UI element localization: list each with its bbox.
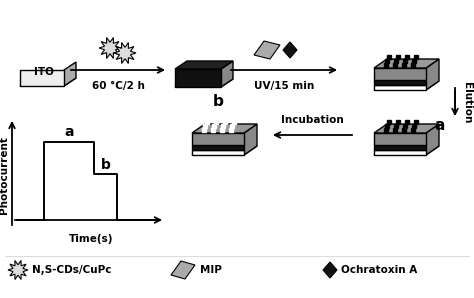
Text: b: b xyxy=(100,158,110,172)
Polygon shape xyxy=(192,133,244,145)
Polygon shape xyxy=(175,69,221,87)
Polygon shape xyxy=(283,42,297,58)
Polygon shape xyxy=(426,124,439,155)
Polygon shape xyxy=(192,124,257,133)
Text: MIP: MIP xyxy=(200,265,222,275)
Polygon shape xyxy=(254,41,280,59)
Polygon shape xyxy=(171,261,195,279)
Polygon shape xyxy=(374,85,426,90)
Polygon shape xyxy=(221,61,233,87)
Polygon shape xyxy=(374,68,426,80)
Polygon shape xyxy=(192,150,244,155)
Text: a: a xyxy=(64,125,74,139)
Polygon shape xyxy=(374,59,439,68)
Polygon shape xyxy=(114,43,136,63)
Polygon shape xyxy=(374,150,426,155)
Polygon shape xyxy=(426,59,439,90)
Polygon shape xyxy=(192,145,244,150)
Polygon shape xyxy=(374,80,426,85)
Text: b: b xyxy=(212,94,223,109)
Text: Incubation: Incubation xyxy=(281,115,343,125)
Polygon shape xyxy=(99,38,121,58)
Polygon shape xyxy=(8,260,28,280)
Polygon shape xyxy=(323,262,337,278)
Text: Time(s): Time(s) xyxy=(69,234,113,244)
Polygon shape xyxy=(374,124,439,133)
Polygon shape xyxy=(20,70,64,86)
Polygon shape xyxy=(374,145,426,150)
Text: Elution: Elution xyxy=(462,82,472,123)
Polygon shape xyxy=(374,133,426,145)
Polygon shape xyxy=(192,146,257,155)
Polygon shape xyxy=(64,62,76,86)
Polygon shape xyxy=(175,79,233,87)
Polygon shape xyxy=(175,61,233,69)
Polygon shape xyxy=(374,146,439,155)
Text: Ochratoxin A: Ochratoxin A xyxy=(341,265,417,275)
Text: a: a xyxy=(435,117,445,133)
Text: Photocurrent: Photocurrent xyxy=(0,136,9,215)
Polygon shape xyxy=(374,81,439,90)
Polygon shape xyxy=(244,124,257,155)
Text: N,S-CDs/CuPc: N,S-CDs/CuPc xyxy=(32,265,111,275)
Text: ITO: ITO xyxy=(34,67,54,77)
Text: UV/15 min: UV/15 min xyxy=(254,81,314,91)
Text: 60 °C/2 h: 60 °C/2 h xyxy=(91,81,145,91)
Polygon shape xyxy=(20,78,76,86)
